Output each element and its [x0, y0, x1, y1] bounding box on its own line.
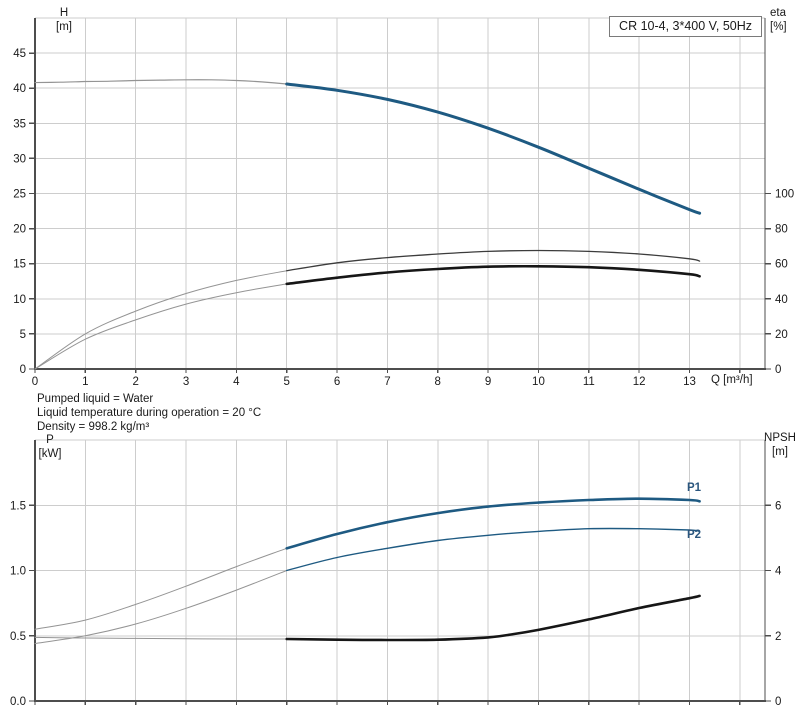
series-P2 [286, 527, 701, 572]
eta-axis-unit: [%] [770, 21, 787, 33]
left-axis-tick-label: 0 [20, 364, 26, 376]
left-axis-tick-label: 45 [13, 48, 26, 60]
npsh-axis-unit: [m] [772, 446, 788, 458]
series-P2-low-flow [34, 570, 288, 645]
left-axis-tick-label: 10 [13, 294, 26, 306]
pump-title-box: CR 10-4, 3*400 V, 50Hz [609, 16, 762, 37]
right-axis-tick-label: 4 [775, 566, 782, 578]
p-axis-label: P [kW] [33, 433, 67, 461]
left-axis-tick-label: 30 [13, 153, 26, 165]
left-axis-tick-label: 40 [13, 83, 26, 95]
x-axis-tick-label: 0 [32, 376, 38, 388]
p-axis-unit: [kW] [38, 448, 62, 460]
x-axis-tick-label: 4 [233, 376, 240, 388]
x-axis-tick-label: 5 [284, 376, 290, 388]
h-axis-unit: [m] [56, 21, 72, 33]
right-axis-tick-label: 40 [775, 294, 788, 306]
series-eta-pump-low-flow [34, 270, 288, 370]
x-axis-tick-label: 1 [82, 376, 88, 388]
series-P1 [285, 497, 701, 550]
series-eta-pump-motor [285, 264, 701, 286]
h-axis-symbol: H [59, 7, 69, 19]
x-axis-tick-label: 8 [435, 376, 441, 388]
series-NPSH [285, 594, 701, 642]
left-axis-tick-label: 0.5 [10, 631, 26, 643]
eta-axis-symbol: eta [770, 7, 786, 19]
left-axis-tick-label: 5 [20, 329, 26, 341]
annotation-pumped-liquid: Pumped liquid = Water [37, 393, 154, 405]
x-axis-tick-label: 2 [132, 376, 138, 388]
left-axis-tick-label: 1.0 [10, 566, 26, 578]
pump-title-text: CR 10-4, 3*400 V, 50Hz [619, 19, 752, 33]
right-axis-tick-label: 6 [775, 500, 781, 512]
p-axis-symbol: P [46, 434, 54, 446]
annotation-density: Density = 998.2 kg/m³ [37, 421, 150, 433]
series-P1-low-flow [34, 547, 288, 630]
left-axis-tick-label: 1.5 [10, 500, 26, 512]
eta-axis-label: eta [%] [770, 6, 798, 34]
right-axis-tick-label: 2 [775, 631, 781, 643]
left-axis-tick-label: 15 [13, 259, 26, 271]
x-axis-tick-label: 9 [485, 376, 491, 388]
left-axis-tick-label: 35 [13, 118, 26, 130]
right-axis-tick-label: 80 [775, 224, 788, 236]
x-axis-tick-label: 11 [583, 376, 595, 388]
series-eta-pump-motor-low-flow [34, 283, 288, 370]
x-axis-tick-label: 10 [532, 376, 545, 388]
liquid-annotations: Pumped liquid = Water Liquid temperature… [37, 392, 261, 434]
right-axis-tick-label: 60 [775, 259, 788, 271]
x-axis-tick-label: 3 [183, 376, 189, 388]
q-axis-label: Q [m³/h] [711, 374, 753, 386]
p1-curve-label: P1 [687, 482, 702, 494]
left-axis-tick-label: 25 [13, 189, 26, 201]
npsh-axis-label: NPSH [m] [762, 431, 798, 459]
x-axis-tick-label: 7 [384, 376, 390, 388]
h-axis-label: H [m] [48, 6, 80, 34]
series-H-low-flow [34, 79, 288, 85]
right-axis-tick-label: 100 [775, 189, 794, 201]
right-axis-tick-label: 0 [775, 696, 781, 708]
left-axis-tick-label: 0.0 [10, 696, 26, 708]
right-axis-tick-label: 0 [775, 364, 781, 376]
left-axis-tick-label: 20 [13, 224, 26, 236]
series-H-duty-range [285, 82, 702, 215]
power-npsh-chart: 0.0 0.5 1.0 1.5 0 2 4 6 [10, 439, 782, 708]
x-axis-tick-label: 13 [683, 376, 696, 388]
x-axis-tick-label: 12 [633, 376, 646, 388]
right-axis-tick-label: 20 [775, 329, 788, 341]
series-NPSH-low-flow [34, 636, 288, 640]
x-axis-tick-label: 6 [334, 376, 340, 388]
annotation-temperature: Liquid temperature during operation = 20… [37, 407, 262, 419]
npsh-axis-symbol: NPSH [764, 432, 796, 444]
series-eta-pump [286, 249, 701, 272]
p2-curve-label: P2 [687, 529, 702, 541]
